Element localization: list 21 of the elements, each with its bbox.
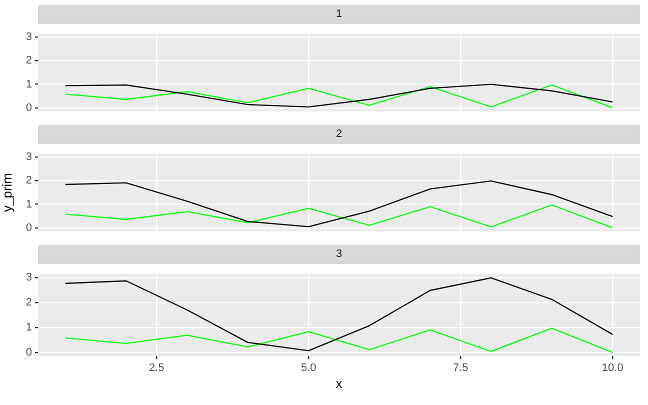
x-axis-title: x [336,376,343,391]
y-tick-label: 2 [26,296,32,308]
y-tick-label: 1 [26,78,32,90]
x-tick-label: 10.0 [602,362,624,374]
y-tick-label: 3 [26,151,32,164]
y-tick-label: 2 [26,54,32,67]
chart-title: 2 [38,125,640,144]
y-tick-label: 1 [26,321,32,334]
y-tick-label: 3 [26,31,32,44]
chart-title: 1 [38,5,640,24]
x-tick-label: 7.5 [452,362,468,374]
y-tick-label: 1 [26,198,32,210]
x-tick-label: 2.5 [148,362,164,374]
x-tick-label: 5.0 [300,362,316,374]
y-tick-label: 0 [26,346,32,358]
y-tick-label: 0 [26,102,32,114]
y-tick-label: 3 [26,271,32,284]
y-tick-label: 0 [26,222,32,234]
y-tick-label: 2 [26,174,32,187]
y-axis-title: y_prim [0,172,14,212]
chart-title: 3 [38,245,640,264]
